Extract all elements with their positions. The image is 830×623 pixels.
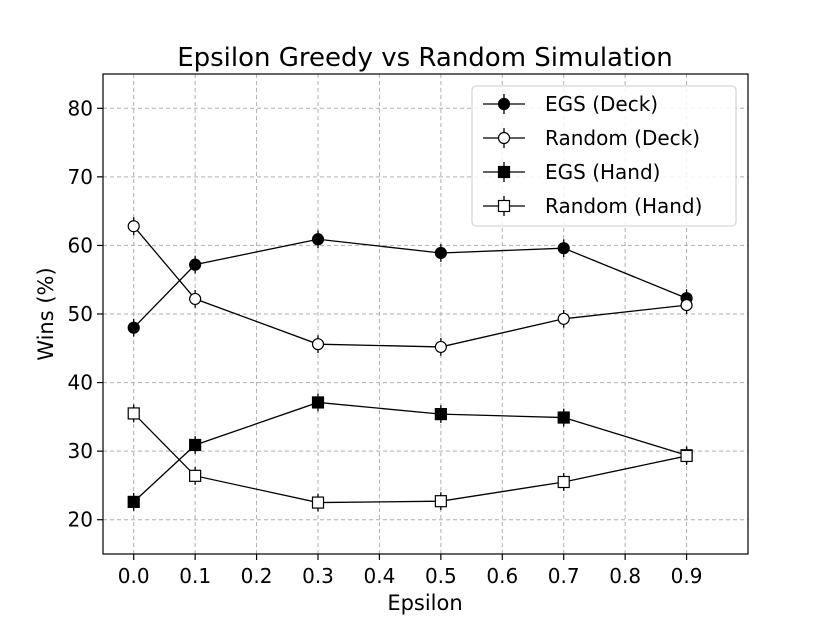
data-point xyxy=(189,469,202,482)
x-tick-label: 0.8 xyxy=(609,564,641,588)
legend-item: Random (Hand) xyxy=(483,194,702,218)
y-tick-label: 30 xyxy=(68,439,93,463)
data-point xyxy=(127,495,140,508)
legend-label: Random (Hand) xyxy=(545,194,702,218)
y-tick-label: 80 xyxy=(68,96,93,120)
series-line xyxy=(133,225,687,348)
x-tick-label: 0.3 xyxy=(302,564,334,588)
series-line xyxy=(133,412,687,504)
data-point xyxy=(557,475,570,489)
data-point xyxy=(434,495,447,508)
x-tick-label: 0.5 xyxy=(425,564,457,588)
data-point xyxy=(680,449,693,463)
y-tick-label: 20 xyxy=(68,508,93,532)
data-point xyxy=(127,321,140,334)
series-layer xyxy=(127,217,693,512)
data-point xyxy=(311,233,325,246)
x-tick-label: 0.7 xyxy=(548,564,580,588)
y-tick-label: 40 xyxy=(68,371,93,395)
data-point xyxy=(189,438,202,452)
data-point xyxy=(127,220,140,233)
series-egs-hand xyxy=(127,393,693,511)
y-tick-label: 70 xyxy=(68,165,93,189)
data-point xyxy=(311,496,325,509)
legend-marker xyxy=(497,165,511,179)
data-point xyxy=(127,407,140,420)
data-point xyxy=(557,312,570,325)
x-tick-label: 0.1 xyxy=(179,564,211,588)
legend-item: EGS (Deck) xyxy=(483,92,658,116)
x-tick-label: 0.2 xyxy=(241,564,273,588)
data-point xyxy=(434,408,447,421)
chart-title: Epsilon Greedy vs Random Simulation xyxy=(177,43,673,73)
x-tick-label: 0.0 xyxy=(118,564,150,588)
y-tick-label: 60 xyxy=(68,233,93,257)
legend: EGS (Deck) Random (Deck) EGS (Hand) Random … xyxy=(471,85,737,227)
grid-layer xyxy=(103,74,748,554)
x-axis-title: Epsilon xyxy=(387,591,462,615)
series-line xyxy=(133,238,687,329)
data-point xyxy=(189,292,202,306)
legend-marker xyxy=(497,199,511,213)
y-axis-title: Wins (%) xyxy=(34,267,58,360)
x-tick-label: 0.6 xyxy=(486,564,518,588)
data-point xyxy=(311,396,325,409)
x-tick-label: 0.9 xyxy=(671,564,703,588)
legend-label: Random (Deck) xyxy=(545,126,700,150)
tick-layer: 0.0 0.1 0.2 0.3 0.4 0.5 0.6 0.7 0.8 0.9 20 30 40 50 60… xyxy=(68,96,703,588)
data-point xyxy=(557,411,570,424)
data-point xyxy=(557,242,570,255)
series-random-deck xyxy=(127,217,693,356)
legend-box xyxy=(471,85,737,227)
data-point xyxy=(311,338,325,351)
legend-marker xyxy=(497,131,511,145)
y-tick-label: 50 xyxy=(68,302,93,326)
series-egs-deck xyxy=(127,230,693,337)
legend-label: EGS (Hand) xyxy=(545,160,660,184)
data-point xyxy=(434,246,447,260)
x-tick-label: 0.4 xyxy=(364,564,396,588)
legend-item: Random (Deck) xyxy=(483,126,700,150)
data-point xyxy=(680,298,693,312)
series-line xyxy=(133,401,687,503)
legend-label: EGS (Deck) xyxy=(545,92,658,116)
legend-item: EGS (Hand) xyxy=(483,160,660,184)
data-point xyxy=(434,340,447,354)
data-point xyxy=(189,258,202,271)
series-random-hand xyxy=(127,404,693,512)
legend-marker xyxy=(497,97,511,111)
